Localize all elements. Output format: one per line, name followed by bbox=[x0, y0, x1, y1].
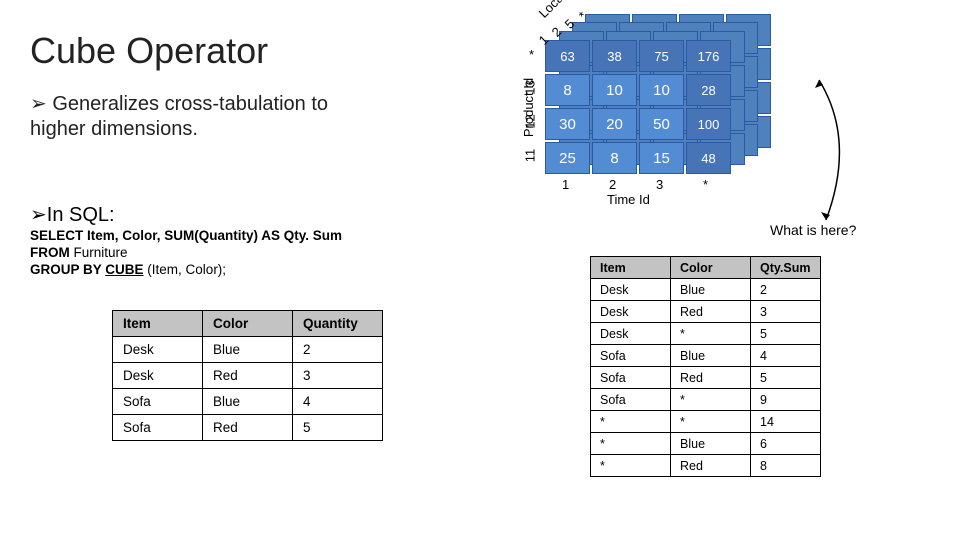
col-item: Item bbox=[113, 311, 203, 337]
table-row: Sofa*9 bbox=[591, 389, 821, 411]
cube-cell: 15 bbox=[639, 142, 684, 174]
what-is-here-label: What is here? bbox=[770, 222, 856, 238]
bullet-text: Generalizes cross-tabulation to higher d… bbox=[30, 92, 380, 142]
ttick-star: * bbox=[703, 177, 708, 192]
table-row: Desk*5 bbox=[591, 323, 821, 345]
table-row: DeskBlue2 bbox=[591, 279, 821, 301]
cube-cell: 176 bbox=[686, 40, 731, 72]
table-row: SofaBlue4 bbox=[591, 345, 821, 367]
cube-cell: 8 bbox=[592, 142, 637, 174]
sql-line3-kw: GROUP BY bbox=[30, 262, 105, 277]
cube-cell: 100 bbox=[686, 108, 731, 140]
table-row: DeskRed3 bbox=[591, 301, 821, 323]
cube-cell: 10 bbox=[592, 74, 637, 106]
cube-cell: 28 bbox=[686, 74, 731, 106]
table-row: SofaRed5 bbox=[113, 415, 383, 441]
cube-cell: 20 bbox=[592, 108, 637, 140]
sql-code: SELECT Item, Color, SUM(Quantity) AS Qty… bbox=[30, 228, 410, 279]
ptick-star: * bbox=[529, 47, 534, 62]
ptick-12: 12 bbox=[523, 114, 538, 128]
cube-cell: 8 bbox=[545, 74, 590, 106]
ttick-3: 3 bbox=[656, 177, 663, 192]
annotation-arrow bbox=[816, 80, 856, 220]
sql-line2-kw: FROM bbox=[30, 245, 70, 260]
table-row: *Red8 bbox=[591, 455, 821, 477]
cube-cell: 38 bbox=[592, 40, 637, 72]
rcol-qty: Qty.Sum bbox=[751, 257, 821, 279]
cube-cell: 63 bbox=[545, 40, 590, 72]
col-qty: Quantity bbox=[293, 311, 383, 337]
cube-cell: 50 bbox=[639, 108, 684, 140]
slide-title: Cube Operator bbox=[30, 30, 268, 72]
rcol-color: Color bbox=[671, 257, 751, 279]
sql-line3-rest: (Item, Color); bbox=[144, 262, 227, 277]
cube-cell: 25 bbox=[545, 142, 590, 174]
table-row: SofaRed5 bbox=[591, 367, 821, 389]
cube-cell: 75 bbox=[639, 40, 684, 72]
table-row: DeskBlue2 bbox=[113, 337, 383, 363]
table-row: DeskRed3 bbox=[113, 363, 383, 389]
cube-cell: 10 bbox=[639, 74, 684, 106]
cube-cell: 48 bbox=[686, 142, 731, 174]
col-color: Color bbox=[203, 311, 293, 337]
sql-heading: In SQL: bbox=[30, 202, 115, 227]
table-row: *Blue6 bbox=[591, 433, 821, 455]
result-table: Item Color Qty.Sum DeskBlue2DeskRed3Desk… bbox=[590, 256, 821, 477]
ttick-1: 1 bbox=[562, 177, 569, 192]
time-axis-label: Time Id bbox=[607, 192, 650, 207]
rcol-item: Item bbox=[591, 257, 671, 279]
ptick-11: 11 bbox=[522, 149, 537, 163]
table-row: SofaBlue4 bbox=[113, 389, 383, 415]
source-table: Item Color Quantity DeskBlue2DeskRed3Sof… bbox=[112, 310, 383, 441]
ptick-13: 13 bbox=[523, 80, 538, 94]
sql-line1: SELECT Item, Color, SUM(Quantity) AS Qty… bbox=[30, 228, 342, 243]
ttick-2: 2 bbox=[609, 177, 616, 192]
table-row: **14 bbox=[591, 411, 821, 433]
sql-line2-val: Furniture bbox=[70, 245, 128, 260]
sql-cube-kw: CUBE bbox=[105, 262, 143, 277]
cube-cell: 30 bbox=[545, 108, 590, 140]
